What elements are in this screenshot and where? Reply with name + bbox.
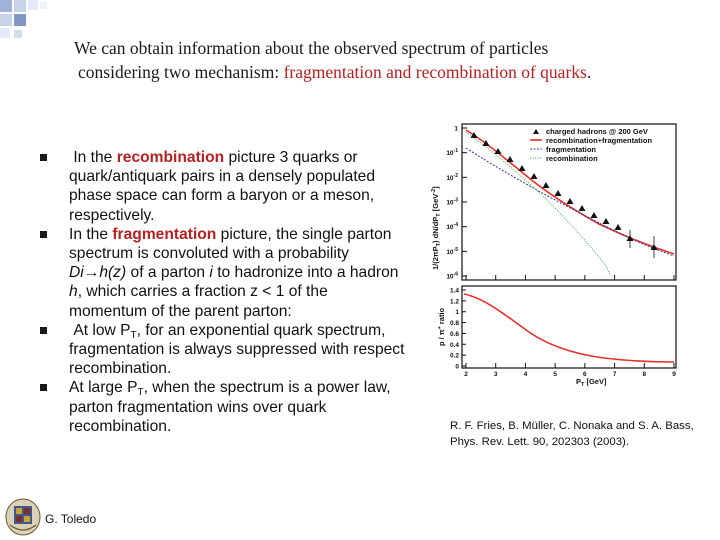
- bullet-text: , when the spectrum is a power law, part…: [69, 379, 391, 435]
- data-point: [614, 224, 622, 230]
- bottom-y-ticks: 1.4 1.2 1 0.8 0.6 0.4 0.2 0: [450, 288, 466, 371]
- x-tick-label: 3: [494, 371, 498, 378]
- bullet-fragmentation: In the fragmentation picture, the single…: [38, 225, 410, 321]
- top-panel: 1 10-1 10-2 10-3 10-4 10-5 10-6 1/(2πPT) dN/dP…: [431, 123, 677, 281]
- top-y-ticks: 1 10-1 10-2 10-3 10-4 10-5 10-6: [446, 126, 467, 281]
- legend-frag-label: fragmentation: [546, 145, 596, 154]
- top-y-tick-label: 10-3: [446, 198, 458, 207]
- bottom-y-tick-label: 0.6: [450, 331, 459, 338]
- bottom-panel: 1.4 1.2 1 0.8 0.6 0.4 0.2 0 2 3 4 5 6 7 8 9 p / π+ rat…: [437, 285, 677, 386]
- x-tick-label: 6: [583, 371, 587, 378]
- x-tick-label: 2: [464, 371, 468, 378]
- bottom-x-ticks: 2 3 4 5 6 7 8 9: [464, 363, 676, 378]
- top-x-ticks: [465, 275, 675, 280]
- citation-line-1: R. F. Fries, B. Müller, C. Nonaka and S.…: [450, 420, 694, 432]
- top-y-axis-label: 1/(2πPT) dN/dPT [GeV-2]: [431, 186, 442, 270]
- bottom-y-tick-label: 1.2: [450, 298, 459, 305]
- bullet-square-icon: [40, 230, 47, 238]
- bullet-low-pt: At low PT, for an exponential quark spec…: [38, 321, 410, 379]
- corner-decoration: [0, 0, 47, 38]
- x-tick-label: 9: [672, 371, 676, 378]
- bottom-y-tick-label: 1.4: [450, 288, 459, 295]
- bottom-panel-frame: [461, 285, 677, 369]
- bullet-square-icon: [40, 154, 47, 161]
- data-point: [482, 140, 490, 146]
- spectrum-figure: 1 10-1 10-2 10-3 10-4 10-5 10-6 1/(2πPT) dN/dP…: [431, 123, 677, 386]
- bullet-italic: Di→h(z): [69, 264, 127, 282]
- bullet-large-pt: At large PT, when the spectrum is a powe…: [38, 378, 410, 436]
- bottom-y-tick-label: 0: [455, 364, 459, 371]
- legend-data-marker: [533, 129, 539, 134]
- top-y-tick-label: 10-1: [446, 148, 458, 157]
- legend-reco-label: recombination: [546, 154, 598, 163]
- bullet-square-icon: [40, 326, 47, 334]
- bullet-square-icon: [40, 384, 47, 392]
- total-curve: [465, 129, 675, 255]
- data-point: [602, 218, 610, 224]
- x-axis-label: PT [GeV]: [576, 377, 607, 386]
- data-point: [494, 148, 502, 154]
- bullet-text: of a parton: [126, 264, 210, 282]
- top-y-tick-label: 10-5: [446, 247, 458, 256]
- bullet-list: In the recombination picture 3 quarks or…: [38, 148, 410, 436]
- legend: charged hadrons @ 200 GeV recombination+…: [530, 127, 652, 163]
- data-point: [470, 132, 478, 138]
- university-crest-icon: [5, 498, 41, 536]
- bullet-subscript: T: [130, 329, 137, 341]
- citation-line-2: Phys. Rev. Lett. 90, 202303 (2003).: [450, 436, 629, 448]
- bullet-text: At low P: [73, 321, 131, 339]
- title-line-2-suffix: .: [586, 62, 592, 82]
- bullet-italic: i: [209, 264, 213, 282]
- x-tick-label: 8: [642, 371, 646, 378]
- x-tick-label: 4: [524, 371, 528, 378]
- top-y-tick-label: 10-6: [446, 272, 458, 281]
- bullet-subscript: T: [137, 387, 144, 399]
- citation: R. F. Fries, B. Müller, C. Nonaka and S.…: [450, 418, 718, 450]
- data-point: [542, 182, 550, 188]
- bottom-y-tick-label: 0.8: [450, 320, 459, 327]
- bullet-text: picture, the single parton spectrum is c…: [69, 225, 392, 263]
- title-line-2-prefix: considering two mechanism:: [78, 62, 280, 82]
- data-points: [470, 132, 658, 258]
- title-line-1: We can obtain information about the obse…: [74, 38, 549, 58]
- bullet-text: In the: [69, 225, 113, 243]
- bottom-y-axis-label: p / π+ ratio: [437, 307, 446, 346]
- x-tick-label: 7: [613, 371, 617, 378]
- legend-data-label: charged hadrons @ 200 GeV: [546, 127, 648, 136]
- bullet-italic: h: [69, 283, 78, 301]
- bullet-text: At large P: [69, 379, 138, 397]
- bullet-recombination: In the recombination picture 3 quarks or…: [38, 148, 410, 225]
- ratio-curve: [463, 293, 675, 363]
- bullet-highlight: recombination: [116, 149, 225, 166]
- bullet-text: , for an exponential quark spectrum, fra…: [69, 321, 405, 378]
- bullet-text: to hadronize into a hadron: [212, 264, 399, 282]
- data-point: [554, 190, 562, 196]
- bullet-text: In the: [73, 149, 117, 166]
- x-tick-label: 5: [553, 371, 557, 378]
- bottom-y-tick-label: 0.4: [450, 342, 459, 349]
- title-highlight: fragmentation and recombination of quark…: [283, 62, 587, 82]
- data-point: [530, 173, 538, 179]
- bottom-y-tick-label: 1: [455, 309, 459, 316]
- bullet-text: picture 3 quarks or quark/antiquark pair…: [69, 149, 376, 224]
- data-point: [578, 205, 586, 211]
- data-point: [518, 165, 526, 171]
- top-y-tick-label: 10-4: [446, 222, 458, 231]
- top-y-tick-label: 1: [454, 126, 458, 133]
- author-name: G. Toledo: [45, 512, 97, 526]
- top-y-tick-label: 10-2: [446, 173, 458, 182]
- data-point: [590, 212, 598, 218]
- slide-title: We can obtain information about the obse…: [74, 36, 694, 84]
- data-point: [506, 156, 514, 162]
- bullet-text: , which carries a fraction z < 1 of the …: [69, 283, 328, 320]
- legend-total-label: recombination+fragmentation: [546, 136, 652, 145]
- data-point: [566, 198, 574, 204]
- bullet-highlight: fragmentation: [112, 225, 217, 243]
- bottom-y-tick-label: 0.2: [450, 353, 459, 360]
